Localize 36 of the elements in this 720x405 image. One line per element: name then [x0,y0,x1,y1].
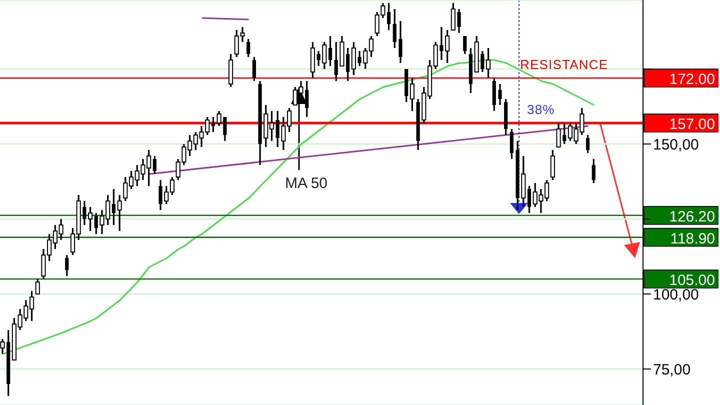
candlestick [88,206,93,232]
candlestick [492,77,496,112]
candlestick [252,56,256,82]
candlestick [246,38,250,58]
candlestick [328,35,332,67]
ref-line-label: 118.90 [670,230,715,248]
candlestick [35,278,40,295]
annotation: RESISTANCE [520,57,608,72]
candlestick [211,116,216,133]
y-tick-label: 150,00 [653,136,699,154]
candlestick [65,254,69,277]
series-label: MA 50 [285,175,328,192]
candlestick [463,35,467,55]
candlestick [410,77,415,112]
candlestick [228,53,234,88]
candlestick [550,149,555,181]
ref-line-label: 157.00 [669,116,715,133]
annotation: 38% [527,102,555,117]
y-tick-label: 75,00 [653,361,691,378]
candlestick [498,83,502,106]
candlestick [386,2,391,31]
candlestick [398,20,402,64]
candlestick [152,155,156,175]
candlestick [592,158,596,184]
candlestick [586,134,590,154]
candlestick [392,8,396,49]
y-tick-label: 100,00 [653,286,699,304]
candlestick [112,188,116,226]
ref-line-label: 126.20 [669,208,715,226]
candlestick [117,194,122,232]
candlestick [527,185,532,214]
candlestick [510,128,514,160]
candlestick [486,47,491,79]
candlestick [310,41,316,79]
ref-line-label: 172.00 [669,71,715,88]
ref-line-label: 105.00 [669,272,715,289]
